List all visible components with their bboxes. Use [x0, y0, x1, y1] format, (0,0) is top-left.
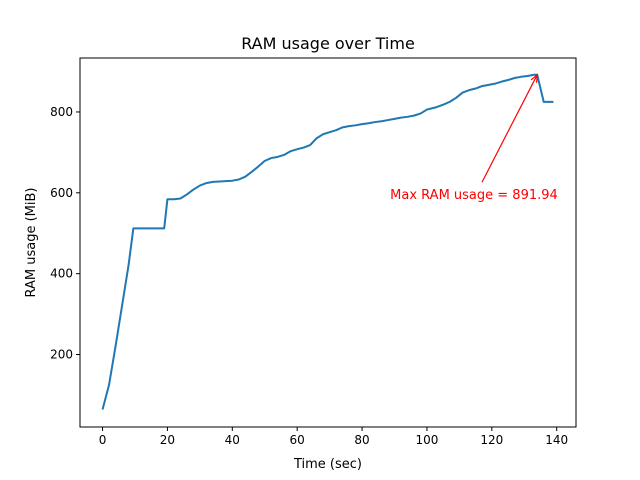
- plot-area: [80, 58, 576, 427]
- annotation-label: Max RAM usage = 891.94: [390, 188, 558, 203]
- y-axis-label: RAM usage (MiB): [24, 188, 39, 298]
- y-tick-label: 800: [50, 105, 73, 119]
- annotation-arrow-head: [530, 73, 538, 83]
- annotation-arrow-line: [481, 74, 538, 183]
- x-tick-label: 40: [225, 433, 240, 447]
- x-tick-label: 0: [99, 433, 107, 447]
- x-axis-label: Time (sec): [293, 457, 362, 472]
- chart-title: RAM usage over Time: [241, 34, 415, 53]
- series-line-0: [101, 73, 554, 410]
- x-tick-label: 80: [354, 433, 369, 447]
- plot-frame: [79, 57, 577, 428]
- y-tick-label: 200: [50, 348, 73, 362]
- x-tick-label: 20: [160, 433, 175, 447]
- x-tick-label: 60: [290, 433, 305, 447]
- y-tick-label: 400: [50, 267, 73, 281]
- x-tick-label: 140: [545, 433, 568, 447]
- x-tick-label: 100: [415, 433, 438, 447]
- x-tick-label: 120: [480, 433, 503, 447]
- y-tick-label: 600: [50, 186, 73, 200]
